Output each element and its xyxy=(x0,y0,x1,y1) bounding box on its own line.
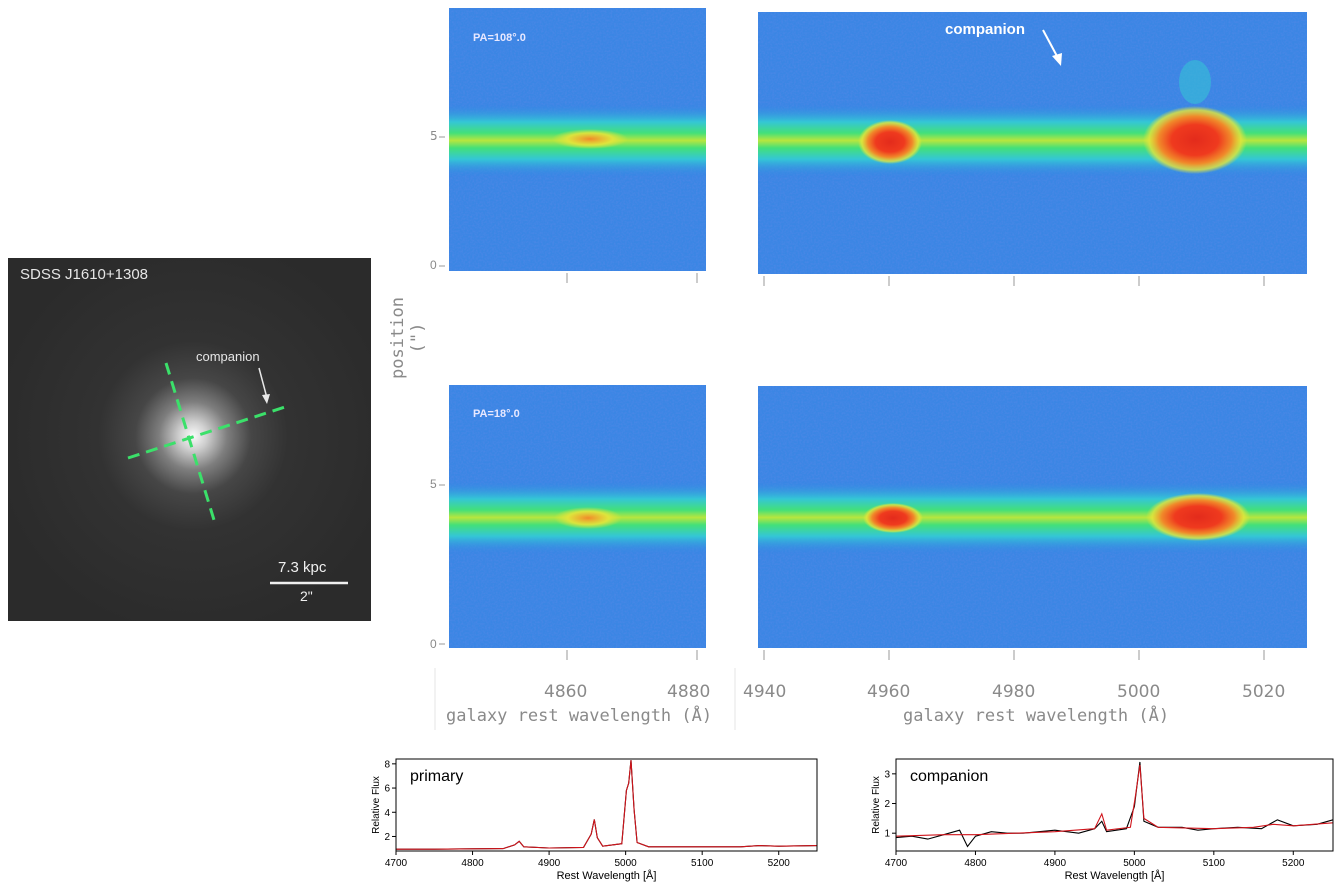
x-axis-label: Rest Wavelength [Å] xyxy=(1065,869,1165,882)
companion-arrow xyxy=(258,367,268,399)
x-tick-label: 4900 xyxy=(538,858,561,869)
ytick-top-5: 5 xyxy=(430,129,438,143)
series-line-1 xyxy=(895,764,1334,837)
pa-label-bottom: PA=18°.0 xyxy=(473,408,520,420)
galaxy-image-panel: SDSS J1610+1308 companion 7.3 kpc 2" xyxy=(8,258,371,621)
xtick-4880: 4880 xyxy=(667,682,711,702)
y-axis-label: Relative Flux xyxy=(371,776,382,834)
x-tick-label: 5100 xyxy=(691,858,714,869)
x-tick-label: 5200 xyxy=(768,858,791,869)
spectrum-panel-bottom-left xyxy=(449,385,706,648)
ytick-bottom-5: 5 xyxy=(430,477,437,491)
y-tick-label: 1 xyxy=(884,829,890,840)
y-tick-label: 4 xyxy=(384,808,390,819)
spectrum-panel-top-left xyxy=(449,8,706,271)
scale-arcsec-label: 2" xyxy=(300,588,313,604)
spectra-2d-axes xyxy=(439,136,1265,660)
series-line-1 xyxy=(396,760,818,850)
y-tick-label: 3 xyxy=(884,769,890,780)
xlabel-left: galaxy rest wavelength (Å) xyxy=(446,706,713,726)
scale-kpc-label: 7.3 kpc xyxy=(278,559,327,576)
x-tick-label: 5100 xyxy=(1203,858,1226,869)
x-tick-label: 4700 xyxy=(385,858,408,869)
y-tick-label: 6 xyxy=(384,784,390,795)
x-tick-label: 5000 xyxy=(1123,858,1146,869)
pa-label-top: PA=108°.0 xyxy=(473,32,526,44)
xtick-4960: 4960 xyxy=(867,682,911,702)
x-tick-label: 5200 xyxy=(1282,858,1305,869)
x-tick-label: 4800 xyxy=(964,858,987,869)
plot-frame xyxy=(895,758,1334,852)
plot-frame xyxy=(395,758,818,852)
y-tick-label: 2 xyxy=(884,799,890,810)
xlabel-right: galaxy rest wavelength (Å) xyxy=(903,706,1170,726)
spectrum-chart-companion: 4700 4800 4900 5000 5100 5200 1 2 3 companion Rest… xyxy=(871,758,1334,882)
xtick-4860: 4860 xyxy=(544,682,588,702)
x-tick-label: 4900 xyxy=(1044,858,1067,869)
companion-annotation-2d: companion xyxy=(945,21,1026,38)
xtick-4980: 4980 xyxy=(992,682,1036,702)
chart-title: companion xyxy=(910,768,988,785)
ytick-top-0: 0 xyxy=(430,258,437,272)
spectrum-panel-top-right xyxy=(758,12,1307,274)
y-tick-label: 2 xyxy=(384,832,390,843)
y-tick-label: 8 xyxy=(384,759,390,770)
x-axis-label: Rest Wavelength [Å] xyxy=(557,869,657,882)
x-tick-label: 4700 xyxy=(885,858,908,869)
xtick-4940: 4940 xyxy=(743,682,787,702)
y-axis-label: Relative Flux xyxy=(871,776,882,834)
companion-label: companion xyxy=(196,349,260,364)
companion-arrow-2d xyxy=(1042,29,1059,59)
chart-title: primary xyxy=(410,768,463,785)
ytick-bottom-0: 0 xyxy=(430,637,437,651)
x-tick-label: 4800 xyxy=(461,858,484,869)
spectrum-panel-bottom-right xyxy=(758,386,1307,648)
x-tick-label: 5000 xyxy=(615,858,638,869)
galaxy-overlay xyxy=(127,362,348,585)
object-label: SDSS J1610+1308 xyxy=(20,266,149,283)
xtick-5020: 5020 xyxy=(1242,682,1286,702)
spectrum-chart-primary: 4700 4800 4900 5000 5100 5200 2 4 6 8 primary Rest … xyxy=(371,758,818,882)
xtick-5000: 5000 xyxy=(1117,682,1161,702)
